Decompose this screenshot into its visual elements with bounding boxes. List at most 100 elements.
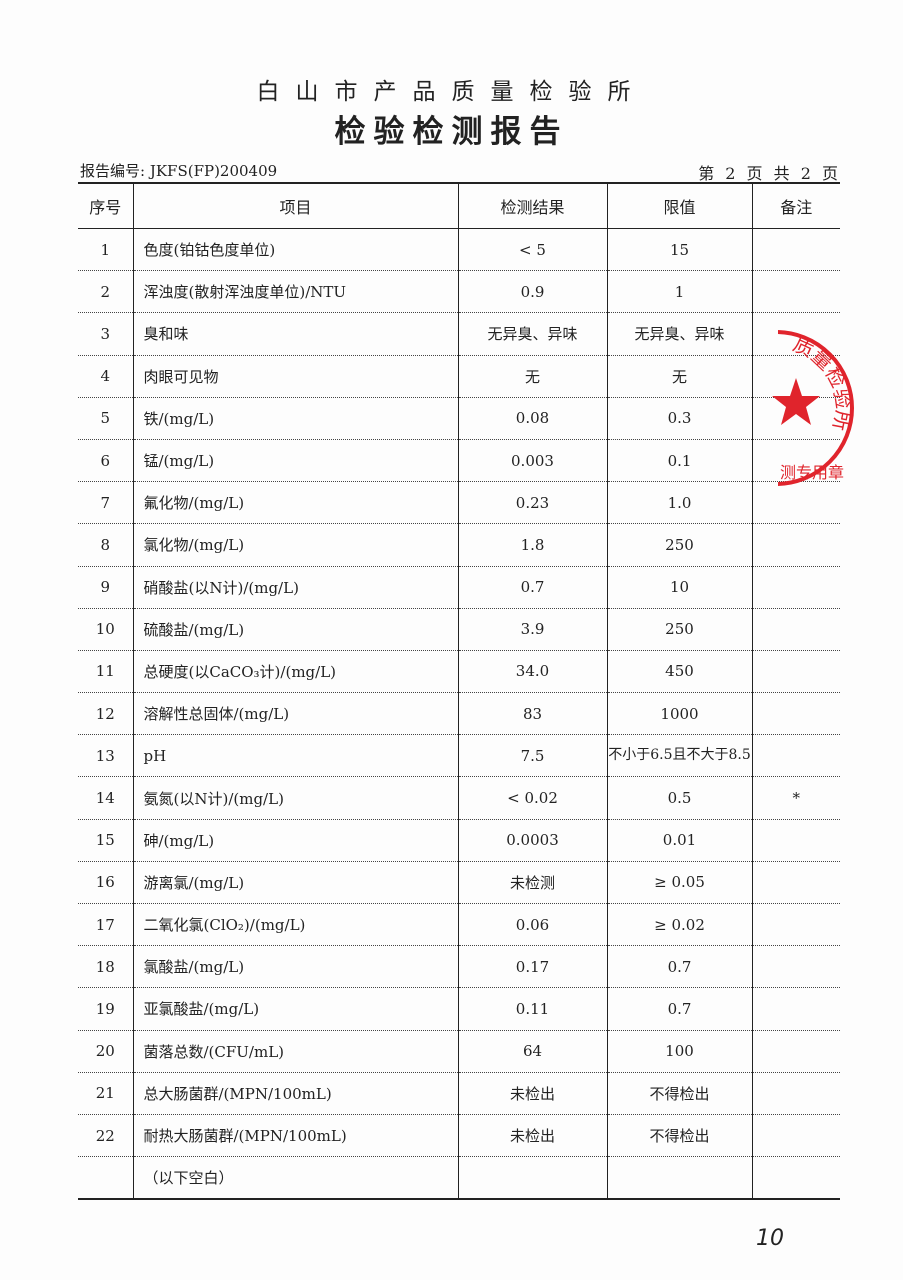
row-number: 15: [78, 819, 133, 862]
limit-value: 0.7: [606, 945, 752, 989]
column-header: 检测结果: [457, 183, 607, 229]
limit-value: 0.01: [606, 819, 752, 862]
item-name: 锰/(mg/L): [132, 439, 458, 483]
item-name: 色度(铂钴色度单位): [132, 228, 458, 272]
row-number: 2: [78, 270, 133, 314]
limit-value: 250: [606, 608, 752, 651]
remark: [751, 650, 840, 694]
item-name: 砷/(mg/L): [132, 819, 458, 862]
page-indicator: 第 2 页 共 2 页: [698, 164, 841, 183]
limit-value: 无异臭、异味: [606, 312, 752, 356]
limit-value: [606, 1156, 752, 1200]
test-result: 0.9: [457, 270, 607, 314]
test-result: 无异臭、异味: [457, 312, 607, 356]
limit-value: 100: [606, 1030, 752, 1073]
table-row: 19 亚氯酸盐/(mg/L) 0.11 0.7: [78, 987, 840, 1031]
seal-arc-text: 质量检验所: [790, 332, 856, 433]
table-row: 1 色度(铂钴色度单位) < 5 15: [78, 228, 840, 272]
test-result: 64: [457, 1030, 607, 1073]
remark: [751, 692, 840, 736]
remark: [751, 481, 840, 525]
test-result: 0.23: [457, 481, 607, 525]
row-number: 12: [78, 692, 133, 736]
table-row: 10 硫酸盐/(mg/L) 3.9 250: [78, 608, 840, 651]
limit-value: 0.3: [606, 397, 752, 440]
table-row: 12 溶解性总固体/(mg/L) 83 1000: [78, 692, 840, 736]
test-result: 0.0003: [457, 819, 607, 862]
limit-value: 450: [606, 650, 752, 694]
row-number: 4: [78, 355, 133, 398]
test-result: 1.8: [457, 523, 607, 567]
limit-value: 不小于6.5且不大于8.5: [606, 734, 752, 778]
limit-value: 1.0: [606, 481, 752, 525]
row-number: 6: [78, 439, 133, 483]
table-row: 2 浑浊度(散射浑浊度单位)/NTU 0.9 1: [78, 270, 840, 314]
item-name: 浑浊度(散射浑浊度单位)/NTU: [132, 270, 458, 314]
column-header: 限值: [606, 183, 752, 229]
test-result: 无: [457, 355, 607, 398]
row-number: 9: [78, 566, 133, 609]
remark: *: [751, 776, 840, 820]
item-name: 总硬度(以CaCO₃计)/(mg/L): [132, 650, 458, 694]
item-name: 硝酸盐(以N计)/(mg/L): [132, 566, 458, 609]
item-name: pH: [132, 734, 458, 778]
table-row: 16 游离氯/(mg/L) 未检测 ≥ 0.05: [78, 861, 840, 905]
remark: [751, 1072, 840, 1115]
table-row: 18 氯酸盐/(mg/L) 0.17 0.7: [78, 945, 840, 989]
item-name: 硫酸盐/(mg/L): [132, 608, 458, 651]
item-name: 臭和味: [132, 312, 458, 356]
test-result: 未检测: [457, 861, 607, 905]
results-table: 序号 项目 检测结果 限值 备注 1 色度(铂钴色度单位) < 5 15 2 浑浊度(散射浑浊度单…: [78, 182, 840, 1201]
limit-value: 不得检出: [606, 1072, 752, 1115]
table-row: 22 耐热大肠菌群/(MPN/100mL) 未检出 不得检出: [78, 1114, 840, 1158]
column-header: 序号: [78, 183, 133, 229]
test-result: 3.9: [457, 608, 607, 651]
report-title: 检验检测报告: [334, 114, 569, 150]
row-number: 20: [78, 1030, 133, 1073]
table-row: 7 氟化物/(mg/L) 0.23 1.0: [78, 481, 840, 525]
row-number: [78, 1157, 133, 1200]
item-name: 氯酸盐/(mg/L): [132, 945, 458, 989]
row-number: 22: [78, 1114, 133, 1158]
remark: [751, 270, 840, 314]
table-row: （以下空白）: [78, 1156, 840, 1200]
limit-value: 0.5: [606, 776, 752, 820]
remark: [751, 355, 840, 398]
institution-name: 白山市产品质量检验所: [256, 79, 647, 105]
remark: [751, 523, 840, 567]
test-result: 0.003: [457, 439, 607, 483]
remark: [751, 734, 840, 778]
row-number: 3: [78, 312, 133, 356]
limit-value: 250: [606, 523, 752, 567]
table-row: 14 氨氮(以N计)/(mg/L) < 0.02 0.5 *: [78, 776, 840, 820]
remark: [751, 1114, 840, 1158]
row-number: 17: [78, 903, 133, 947]
limit-value: 10: [606, 566, 752, 609]
remark: [751, 861, 840, 905]
row-number: 7: [78, 481, 133, 525]
remark: [751, 608, 840, 651]
remark: [751, 1156, 840, 1200]
row-number: 13: [78, 734, 133, 778]
remark: [751, 819, 840, 862]
remark: [751, 903, 840, 947]
limit-value: 0.1: [606, 439, 752, 483]
item-name: 菌落总数/(CFU/mL): [132, 1030, 458, 1073]
test-result: 0.08: [457, 397, 607, 440]
table-row: 5 铁/(mg/L) 0.08 0.3: [78, 397, 840, 440]
test-result: 0.17: [457, 945, 607, 989]
limit-value: 无: [606, 355, 752, 398]
row-number: 1: [78, 228, 133, 272]
row-number: 16: [78, 861, 133, 905]
row-number: 5: [78, 397, 133, 440]
item-name: 氨氮(以N计)/(mg/L): [132, 776, 458, 820]
table-row: 6 锰/(mg/L) 0.003 0.1: [78, 439, 840, 483]
item-name: （以下空白）: [132, 1156, 458, 1200]
report-number: 报告编号: JKFS(FP)200409: [80, 162, 278, 180]
item-name: 二氧化氯(ClO₂)/(mg/L): [132, 903, 458, 947]
test-result: 0.11: [457, 987, 607, 1031]
test-result: 83: [457, 692, 607, 736]
limit-value: 1: [606, 270, 752, 314]
test-result: < 5: [457, 228, 607, 272]
